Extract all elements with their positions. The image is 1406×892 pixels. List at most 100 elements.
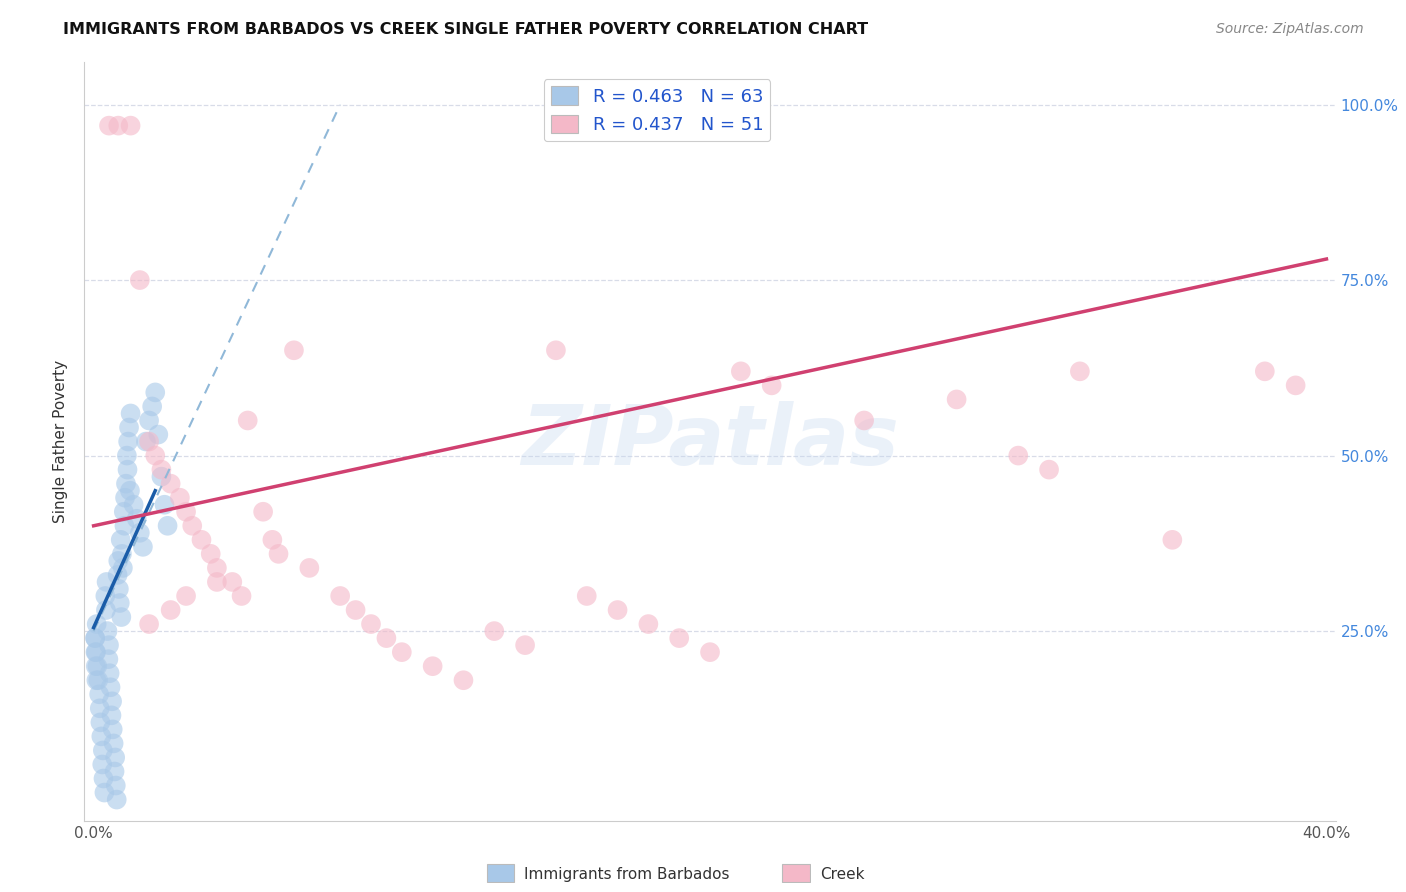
Point: [107, 554, 129, 568]
Point: [86, 617, 108, 632]
Point: [115, 449, 138, 463]
Point: [107, 119, 129, 133]
Point: [89, 687, 111, 701]
Point: [138, 434, 160, 449]
Point: [262, 533, 284, 547]
Point: [252, 505, 274, 519]
Text: IMMIGRANTS FROM BARBADOS VS CREEK SINGLE FATHER POVERTY CORRELATION CHART: IMMIGRANTS FROM BARBADOS VS CREEK SINGLE…: [63, 22, 869, 37]
Point: [94, 589, 117, 603]
Point: [91, 743, 114, 757]
Point: [104, 750, 127, 764]
Point: [112, 518, 135, 533]
Y-axis label: Single Father Poverty: Single Father Poverty: [53, 360, 69, 523]
Point: [84, 631, 107, 645]
Point: [329, 589, 352, 603]
Point: [945, 392, 967, 407]
Point: [118, 483, 141, 498]
Point: [141, 400, 163, 414]
Text: ZIPatlas: ZIPatlas: [522, 401, 898, 482]
Point: [205, 574, 228, 589]
Point: [484, 624, 506, 639]
Point: [117, 462, 139, 476]
Point: [112, 505, 135, 519]
Point: [108, 596, 131, 610]
Point: [637, 617, 659, 632]
Point: [108, 582, 131, 596]
Point: [174, 589, 197, 603]
Point: [115, 476, 138, 491]
Point: [89, 701, 111, 715]
Point: [97, 652, 120, 666]
Point: [98, 119, 121, 133]
Point: [761, 378, 783, 392]
Point: [111, 547, 134, 561]
Point: [513, 638, 536, 652]
Point: [606, 603, 628, 617]
Point: [1069, 364, 1091, 378]
Point: [153, 498, 176, 512]
Text: Source: ZipAtlas.com: Source: ZipAtlas.com: [1216, 22, 1364, 37]
Point: [96, 574, 118, 589]
Legend: R = 0.463   N = 63, R = 0.437   N = 51: R = 0.463 N = 63, R = 0.437 N = 51: [544, 79, 770, 141]
Point: [128, 273, 150, 287]
Point: [100, 708, 122, 723]
Point: [360, 617, 382, 632]
Point: [96, 624, 118, 639]
Point: [544, 343, 567, 358]
Point: [120, 407, 142, 421]
Point: [143, 385, 166, 400]
Point: [181, 518, 204, 533]
Point: [150, 469, 173, 483]
Point: [159, 603, 181, 617]
Point: [422, 659, 444, 673]
Point: [86, 659, 108, 673]
Point: [107, 568, 129, 582]
Point: [1007, 449, 1029, 463]
Point: [1038, 462, 1060, 476]
Point: [135, 434, 157, 449]
Point: [103, 736, 125, 750]
Point: [169, 491, 191, 505]
Point: [138, 617, 160, 632]
Point: [148, 427, 170, 442]
Point: [267, 547, 290, 561]
Point: [159, 476, 181, 491]
FancyBboxPatch shape: [782, 864, 810, 882]
Point: [138, 413, 160, 427]
Point: [190, 533, 212, 547]
Point: [122, 498, 145, 512]
Point: [1285, 378, 1308, 392]
Point: [98, 666, 121, 681]
Text: Immigrants from Barbados: Immigrants from Barbados: [524, 867, 730, 881]
Point: [1254, 364, 1277, 378]
Point: [699, 645, 721, 659]
Point: [94, 603, 117, 617]
Point: [84, 659, 107, 673]
Point: [200, 547, 222, 561]
Point: [84, 645, 107, 659]
Text: Creek: Creek: [820, 867, 865, 881]
Point: [91, 757, 114, 772]
Point: [128, 525, 150, 540]
Point: [118, 420, 141, 434]
Point: [114, 491, 136, 505]
Point: [110, 533, 132, 547]
Point: [90, 730, 112, 744]
Point: [101, 723, 124, 737]
Point: [391, 645, 413, 659]
Point: [156, 518, 179, 533]
Point: [86, 673, 108, 688]
Point: [853, 413, 876, 427]
Point: [93, 772, 115, 786]
Point: [730, 364, 752, 378]
Point: [236, 413, 259, 427]
Point: [103, 764, 125, 779]
Point: [375, 631, 398, 645]
Point: [125, 512, 148, 526]
Point: [110, 610, 132, 624]
Point: [344, 603, 367, 617]
Point: [105, 792, 128, 806]
Point: [283, 343, 305, 358]
Point: [84, 631, 107, 645]
Point: [84, 645, 107, 659]
